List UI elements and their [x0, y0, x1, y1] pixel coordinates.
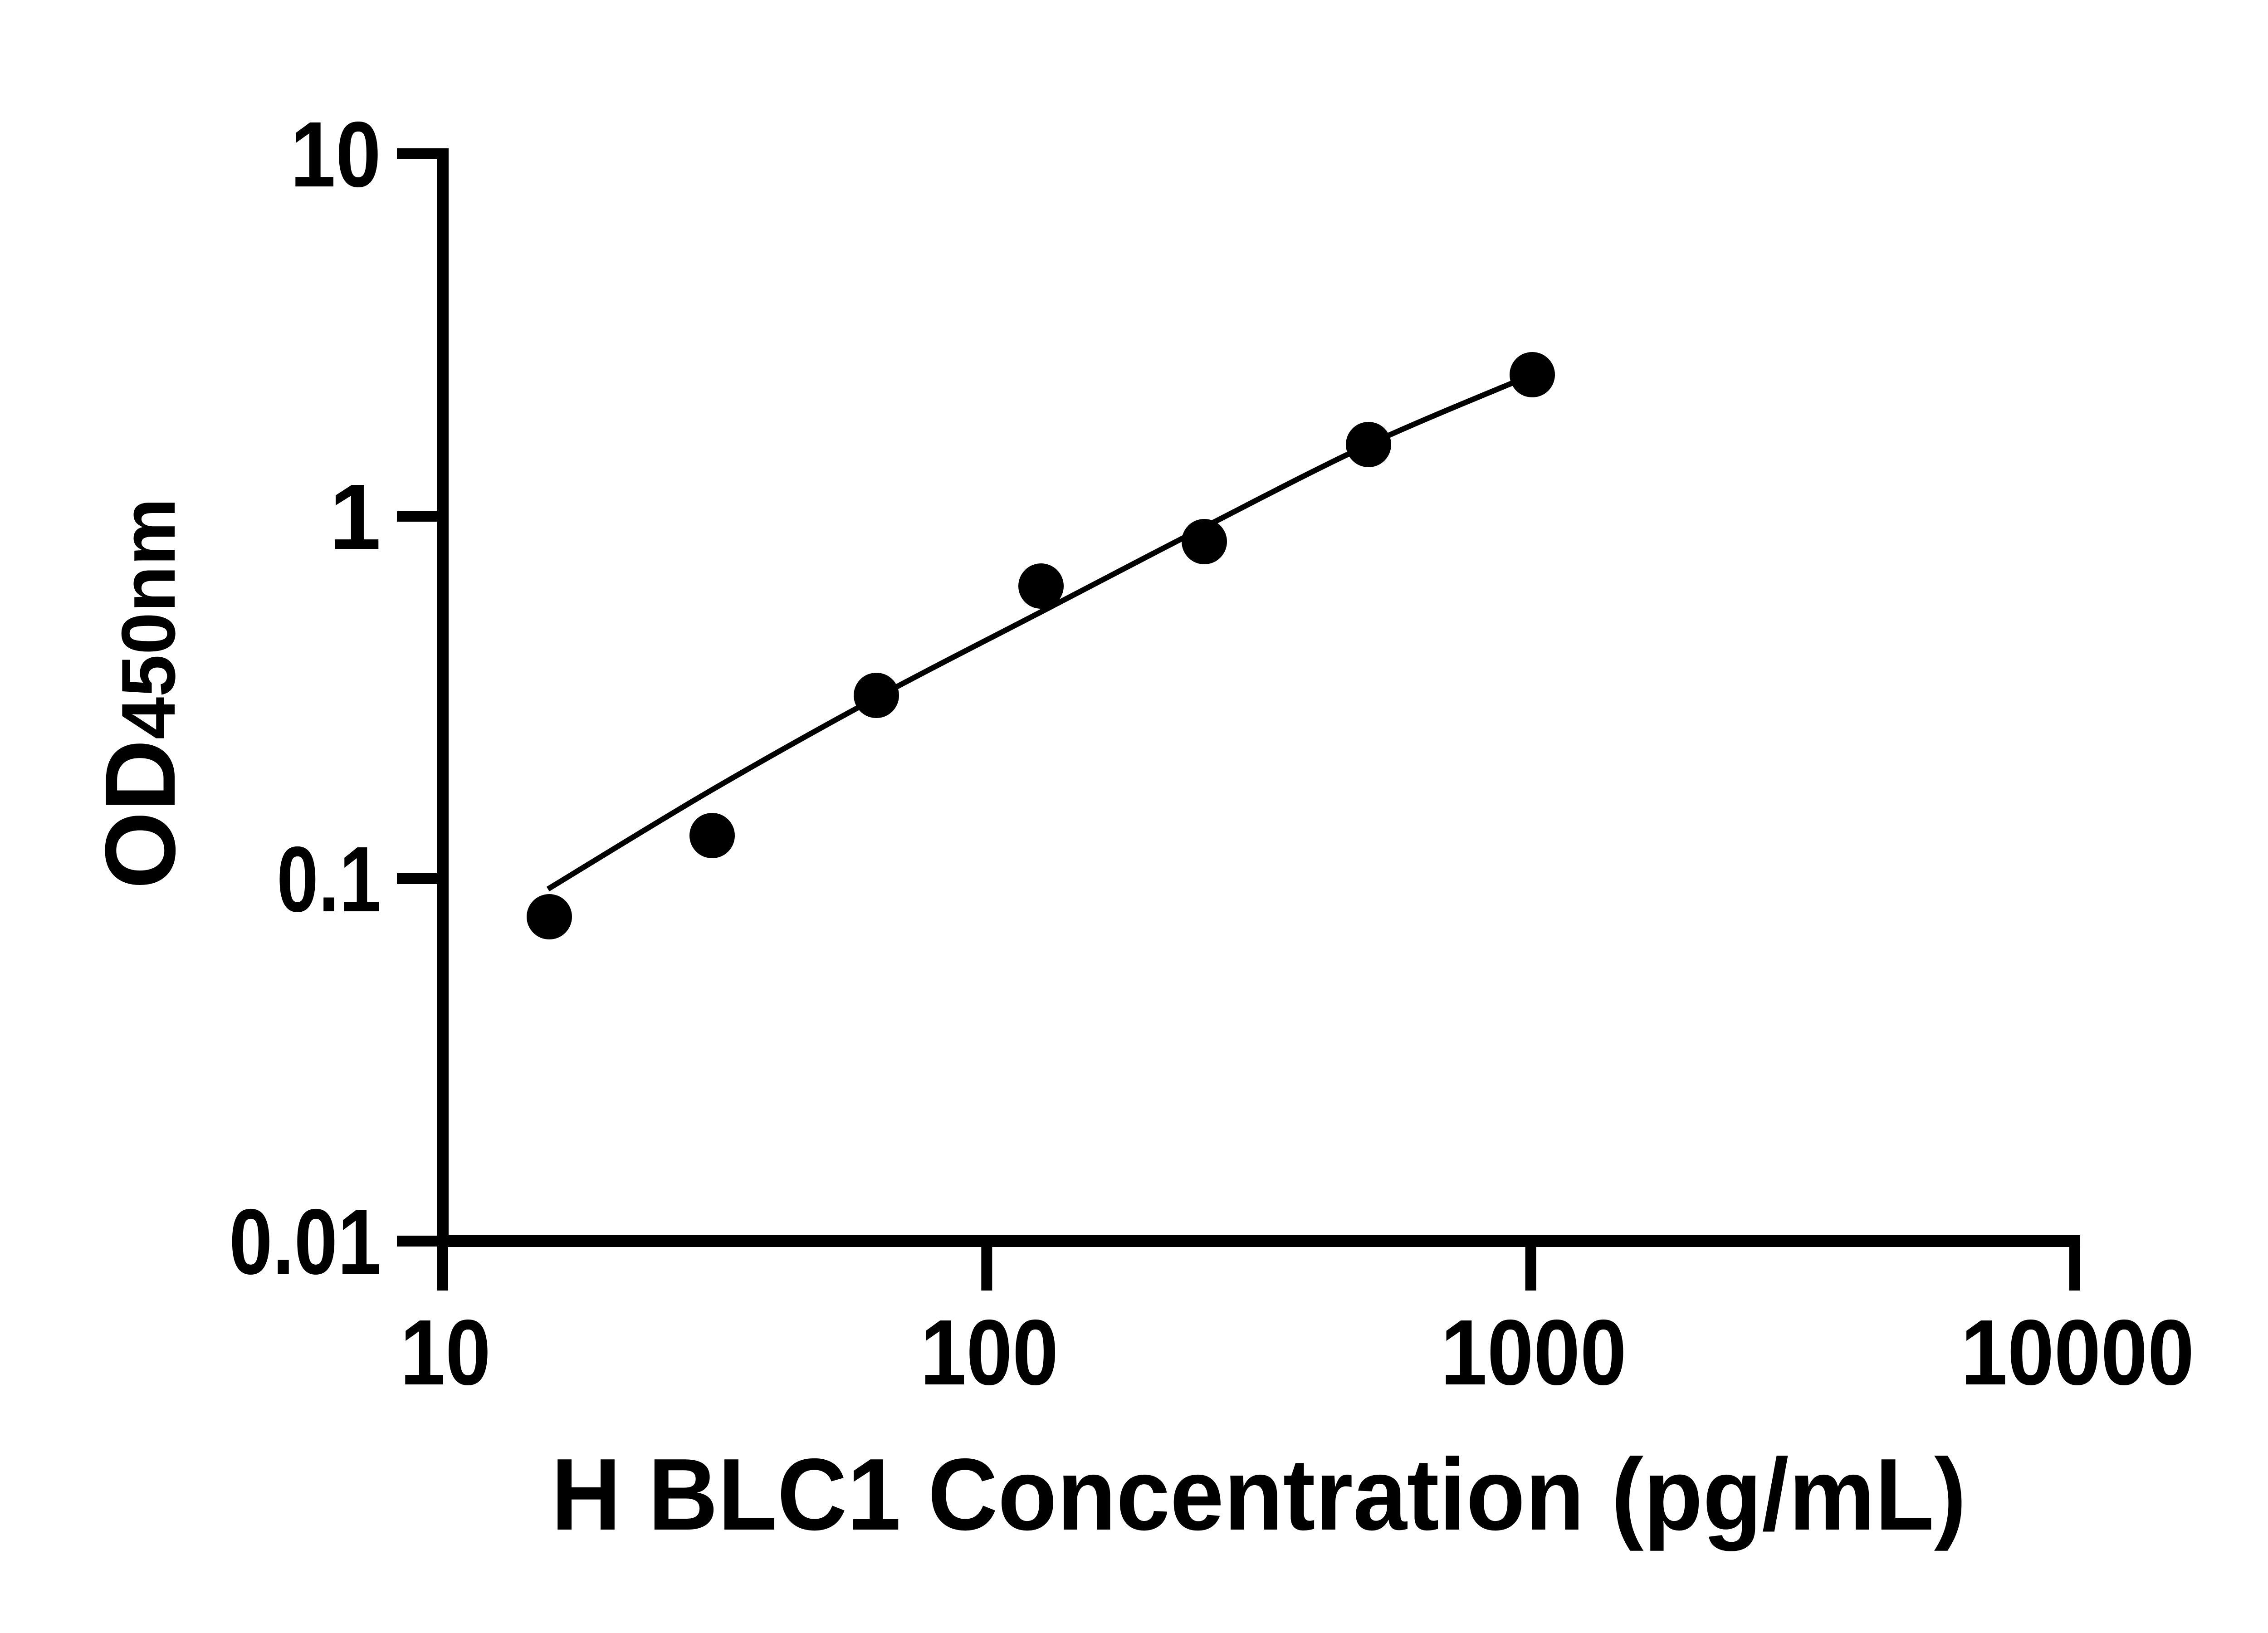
svg-text:10: 10	[290, 103, 381, 206]
svg-text:0.1: 0.1	[277, 827, 381, 931]
svg-text:H BLC1 Concentration (pg/mL): H BLC1 Concentration (pg/mL)	[551, 1437, 1966, 1551]
svg-text:OD450nm: OD450nm	[84, 498, 196, 889]
svg-text:10: 10	[400, 1301, 491, 1404]
svg-text:0.01: 0.01	[229, 1190, 381, 1294]
svg-text:1: 1	[329, 465, 381, 569]
svg-text:100: 100	[920, 1301, 1059, 1404]
svg-text:10000: 10000	[1961, 1301, 2195, 1404]
svg-text:1000: 1000	[1441, 1301, 1627, 1404]
